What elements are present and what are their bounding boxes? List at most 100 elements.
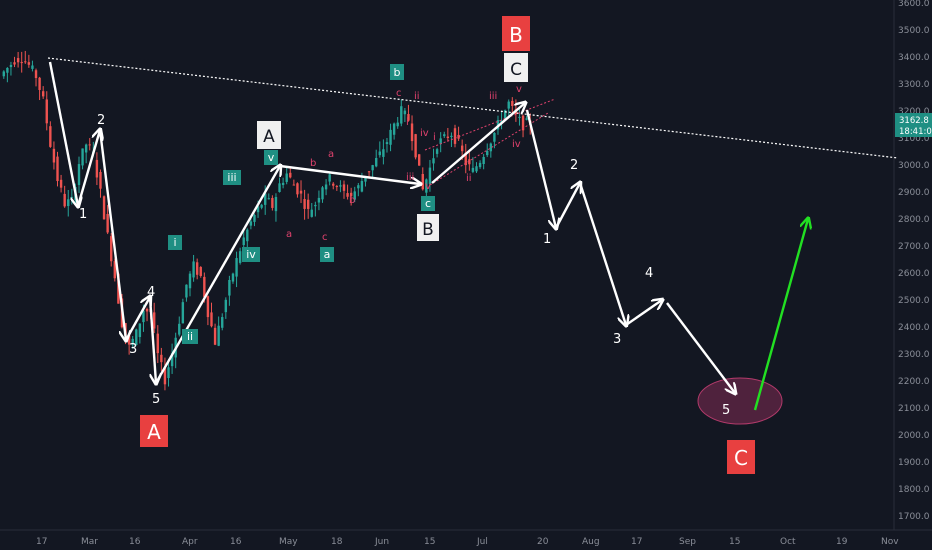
wave-arrow[interactable] [578, 182, 626, 325]
candle-body [453, 128, 457, 144]
candle-body [460, 145, 464, 152]
wave-number: 2 [97, 113, 105, 128]
wave-arrow[interactable] [98, 129, 126, 340]
intermediate-wave-labels: A B C [257, 53, 528, 241]
channel-lower-line[interactable] [429, 112, 549, 186]
candle-body [475, 166, 478, 172]
intermediate-c-box[interactable] [504, 53, 528, 82]
time-axis[interactable]: 17 Mar 16 Apr 16 May 18 Jun 15 Jul 20 Au… [36, 537, 899, 547]
wave-arrow[interactable] [279, 164, 420, 184]
wave-arrow[interactable] [148, 296, 156, 383]
candle-body [503, 110, 507, 120]
candle-body [511, 100, 514, 107]
candle-body [281, 182, 285, 185]
candle-body [99, 171, 102, 189]
candle-body [231, 273, 235, 282]
candle-body [357, 185, 360, 189]
wave-a-impulse-path[interactable] [48, 61, 156, 383]
candle-body [253, 215, 256, 222]
candle-body [400, 106, 403, 124]
price-tick: 2000.0 [898, 431, 930, 441]
candle-body [67, 199, 70, 207]
candle-body [428, 167, 432, 185]
teal-label-box[interactable] [421, 196, 435, 211]
wave-arrow[interactable] [554, 183, 580, 229]
price-tick: 3000.0 [898, 161, 930, 171]
candle-body [31, 65, 34, 69]
candle-body [392, 123, 396, 135]
time-tick: Aug [582, 537, 600, 547]
teal-label-box[interactable] [182, 329, 198, 344]
price-tick: 1700.0 [898, 512, 930, 522]
time-tick: Oct [780, 537, 796, 547]
target-zone-ellipse[interactable] [697, 377, 783, 425]
price-tick: 3600.0 [898, 0, 930, 9]
wave-arrow[interactable] [154, 166, 280, 384]
candle-body [34, 70, 38, 79]
candle-body [235, 258, 238, 277]
candle-body [6, 67, 9, 73]
candle-body [27, 62, 31, 65]
wave-arrow[interactable] [525, 109, 556, 228]
candle-body [342, 184, 346, 191]
candle-body [414, 134, 417, 158]
teal-label-box[interactable] [264, 150, 278, 165]
candle-body [110, 236, 113, 262]
teal-label-box[interactable] [320, 247, 334, 262]
bullish-projection-arrow[interactable] [753, 219, 808, 411]
price-tick: 2100.0 [898, 404, 930, 414]
candle-body [339, 185, 342, 187]
subwave-label: ii [466, 173, 472, 184]
wave-arrow[interactable] [48, 61, 78, 206]
candle-body [135, 329, 138, 345]
candle-body [113, 261, 117, 279]
candle-body [324, 184, 328, 190]
price-axis[interactable]: 3600.0 3500.0 3400.0 3300.0 3200.0 3100.… [898, 0, 930, 522]
teal-label-box[interactable] [168, 235, 182, 250]
intermediate-b-label: B [422, 220, 434, 240]
wave-number: 4 [645, 266, 653, 281]
wave-arrow[interactable] [666, 302, 735, 393]
teal-label-box[interactable] [390, 64, 404, 80]
wave-arrow[interactable] [124, 297, 150, 341]
minor-label: iv [246, 248, 256, 261]
descending-trendline[interactable] [47, 57, 899, 159]
channel-upper-line[interactable] [424, 98, 556, 151]
candle-body [328, 174, 331, 182]
candle-body [199, 267, 202, 276]
subwave-label: v [516, 84, 522, 95]
wedge-channel[interactable] [424, 98, 556, 186]
candle-body [493, 132, 496, 142]
candle-body [84, 144, 88, 153]
candle-body [210, 312, 213, 327]
intermediate-b-box[interactable] [417, 214, 439, 241]
candle-body [417, 154, 421, 166]
wave-arrow[interactable] [431, 103, 525, 184]
candle-body [52, 148, 56, 163]
candle-body [346, 193, 349, 197]
candle-body [335, 186, 339, 188]
price-tick: 2300.0 [898, 350, 930, 360]
candle-body [152, 312, 156, 329]
wave-number: 2 [570, 158, 578, 173]
teal-label-box[interactable] [242, 247, 260, 262]
candle-body [278, 183, 281, 193]
wave-b-correction-path[interactable] [154, 103, 525, 384]
subwave-label: a [328, 149, 334, 160]
wave-arrow[interactable] [76, 130, 100, 207]
time-tick: 16 [129, 537, 141, 547]
projected-wave-c-path[interactable] [525, 109, 735, 393]
candle-body [246, 229, 249, 242]
candle-body [349, 192, 353, 197]
candle-body [24, 61, 27, 63]
teal-label-box[interactable] [223, 170, 241, 185]
primary-b-box[interactable] [502, 16, 530, 51]
primary-a-box[interactable] [140, 415, 168, 447]
wave-number: 5 [152, 392, 160, 407]
wave-arrow[interactable] [625, 300, 662, 326]
intermediate-a-box[interactable] [257, 121, 281, 149]
primary-c-box[interactable] [727, 440, 755, 474]
candle-body [192, 261, 195, 278]
